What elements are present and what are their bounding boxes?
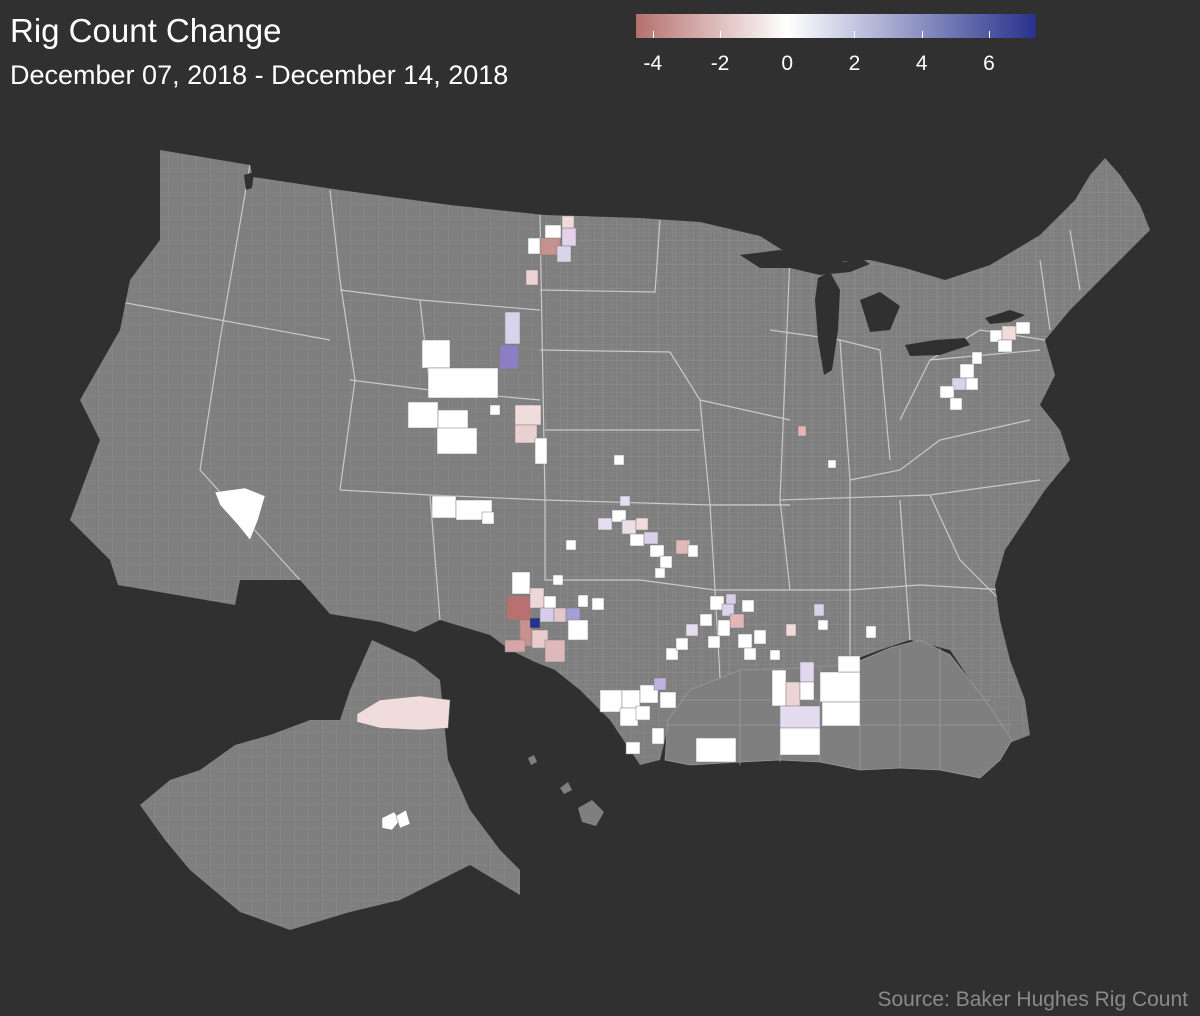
legend-tick-mark [921,31,923,38]
legend-tick-label: 0 [781,52,794,75]
legend-tick-label: 6 [983,52,995,75]
great-lakes [244,172,1025,375]
alaska [140,640,520,930]
hawaii [528,755,604,826]
legend-tick-label: -4 [643,52,663,75]
map-title: Rig Count Change [10,12,282,49]
color-legend: -4 -2 0 2 4 6 [636,14,1036,84]
legend-tick-label: 2 [848,52,861,75]
legend-tick-mark [720,31,722,38]
map-subtitle: December 07, 2018 - December 14, 2018 [10,60,509,90]
legend-tick-mark [854,31,856,38]
legend-tick-mark [988,31,990,38]
source-caption: Source: Baker Hughes Rig Count [877,988,1189,1011]
county-highlights [214,215,1031,831]
legend-color-bar [636,14,1036,38]
legend-tick-label: 4 [915,52,928,75]
legend-tick-mark [652,31,654,38]
legend-tick-mark [787,31,789,38]
legend-tick-label: -2 [710,52,730,75]
